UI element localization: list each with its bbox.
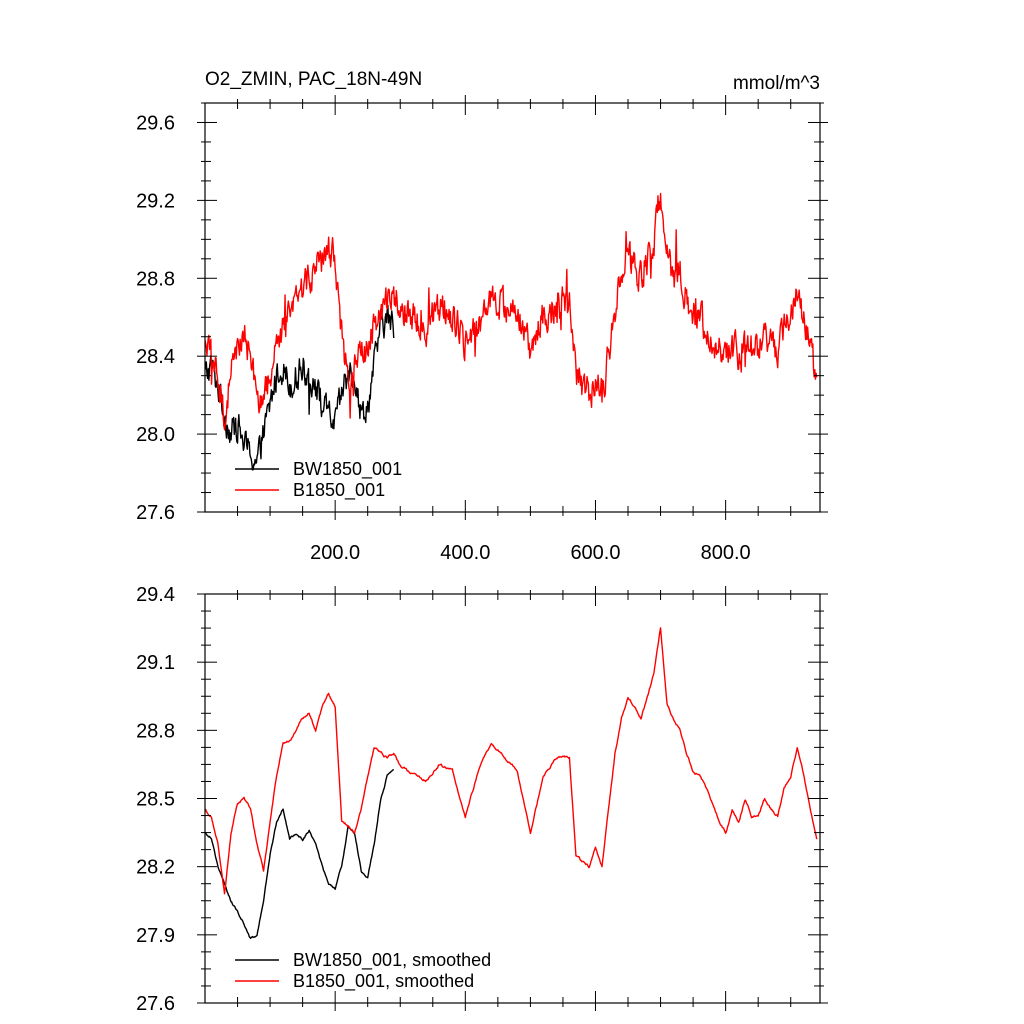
y-tick-label: 28.8 [136,268,175,290]
x-tick-label: 800.0 [701,542,751,564]
bottom-panel: 27.6 27.9 28.2 28.5 28.8 29.1 29.4 BW1850_001, … [136,584,828,1015]
legend-label: BW1850_001, smoothed [293,950,491,971]
y-tick-label: 28.5 [136,789,175,811]
y-tick-label: 27.6 [136,993,175,1015]
series-line-b1850-001 [205,192,818,431]
y-tick-label: 28.2 [136,857,175,879]
x-tick-label: 200.0 [310,542,360,564]
y-tick-label: 28.8 [136,720,175,742]
y-tick-label: 28.0 [136,424,175,446]
y-tick-label: 29.1 [136,652,175,674]
plot-frame [204,102,821,513]
x-tick-label: 400.0 [440,542,490,564]
series-line-b1850-001-smoothed [205,627,818,895]
y-tick-label: 29.4 [136,584,175,606]
legend-label: B1850_001 [293,480,385,501]
y-tick-label: 29.6 [136,112,175,134]
y-tick-label: 29.2 [136,190,175,212]
legend-label: B1850_001, smoothed [293,971,474,992]
series-line-bw1850-001-smoothed [205,768,395,940]
y-tick-label: 27.6 [136,502,175,524]
legend-label: BW1850_001 [293,459,402,480]
series-line-bw1850-001 [205,304,395,471]
y-tick-label: 28.4 [136,346,175,368]
x-tick-label: 600.0 [570,542,620,564]
y-tick-label: 27.9 [136,925,175,947]
top-panel: 27.6 28.0 28.4 28.8 29.2 29.6 200.0 400.0 600.0 8… [136,69,828,564]
chart-title: O2_ZMIN, PAC_18N-49N [205,69,422,90]
chart-units: mmol/m^3 [733,73,820,94]
plot-frame [204,593,821,1004]
